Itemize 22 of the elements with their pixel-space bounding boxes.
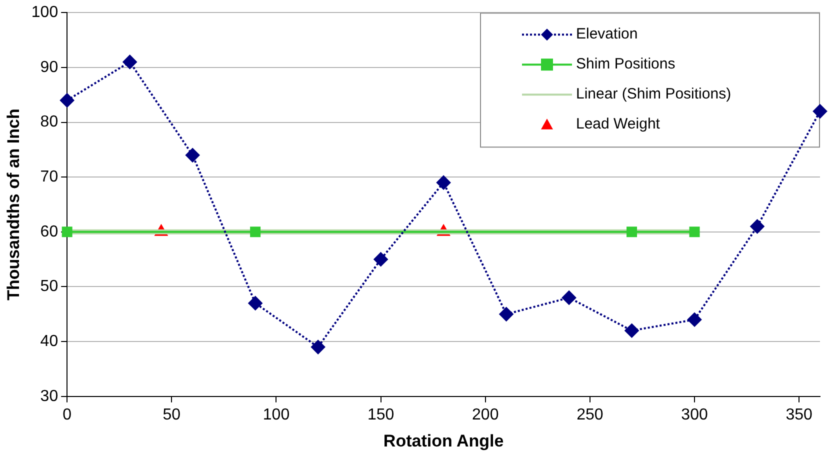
legend-label: Shim Positions xyxy=(576,56,676,73)
y-tick-label: 30 xyxy=(40,388,58,405)
y-tick-label: 40 xyxy=(40,332,58,350)
y-tick-label: 70 xyxy=(40,168,58,186)
x-tick-label: 250 xyxy=(576,406,604,424)
x-tick-label: 350 xyxy=(786,406,813,424)
y-tick-label: 100 xyxy=(31,4,58,22)
legend-label: Lead Weight xyxy=(576,116,661,133)
x-tick-label: 100 xyxy=(262,406,290,424)
x-tick-label: 0 xyxy=(62,406,72,424)
y-tick-label: 60 xyxy=(40,223,58,240)
y-axis-title: Thousandths of an Inch xyxy=(4,108,23,300)
x-tick-label: 150 xyxy=(367,406,394,424)
legend-label: Elevation xyxy=(576,26,638,43)
legend-label: Linear (Shim Positions) xyxy=(576,86,732,103)
x-tick-label: 50 xyxy=(162,406,181,424)
y-tick-label: 80 xyxy=(40,114,58,131)
x-tick-label: 200 xyxy=(472,406,499,424)
y-tick-label: 50 xyxy=(40,278,58,296)
y-tick-label: 90 xyxy=(40,58,58,76)
x-tick-label: 300 xyxy=(681,406,708,424)
x-axis-title: Rotation Angle xyxy=(383,431,504,450)
